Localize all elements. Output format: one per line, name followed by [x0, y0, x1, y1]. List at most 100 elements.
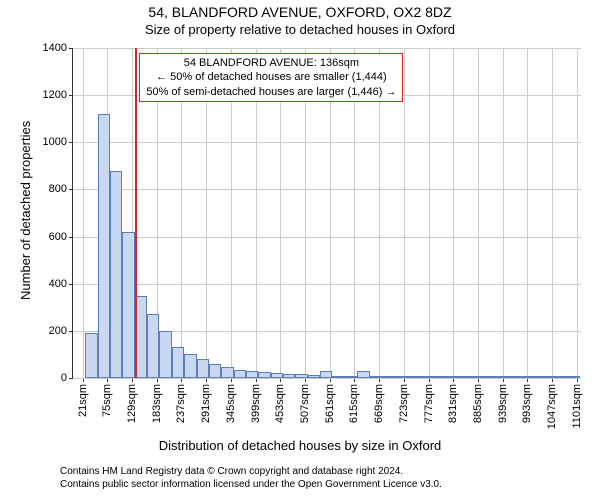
histogram-bar [518, 376, 530, 378]
x-tick-label: 453sqm [274, 384, 286, 423]
histogram-bar [456, 376, 468, 378]
histogram-bar [197, 359, 209, 378]
x-tick-label: 129sqm [126, 384, 138, 423]
histogram-bar [567, 376, 579, 378]
gridline-vertical [83, 48, 84, 378]
gridline-horizontal [73, 142, 581, 143]
y-tick-mark [69, 189, 73, 190]
histogram-bar [122, 232, 134, 378]
histogram-bar [481, 376, 493, 378]
gridline-horizontal [73, 189, 581, 190]
gridline-vertical [503, 48, 504, 378]
gridline-vertical [478, 48, 479, 378]
y-tick-mark [69, 331, 73, 332]
y-tick-label: 1400 [43, 42, 67, 54]
histogram-bar [308, 375, 320, 378]
chart-subtitle: Size of property relative to detached ho… [0, 22, 600, 37]
x-tick-label: 1047sqm [546, 384, 558, 429]
footer-text: Contains HM Land Registry data © Crown c… [60, 466, 442, 491]
y-tick-mark [69, 142, 73, 143]
histogram-bar [345, 376, 357, 378]
y-tick-label: 800 [49, 183, 67, 195]
histogram-bar [172, 347, 184, 378]
y-tick-mark [69, 284, 73, 285]
x-tick-label: 507sqm [299, 384, 311, 423]
x-tick-label: 183sqm [151, 384, 163, 423]
histogram-bar [184, 354, 196, 378]
histogram-bar [555, 376, 567, 378]
gridline-vertical [527, 48, 528, 378]
histogram-bar [505, 376, 517, 378]
y-tick-mark [69, 237, 73, 238]
histogram-bar [382, 376, 394, 378]
x-tick-label: 21sqm [77, 384, 89, 417]
histogram-bar [394, 376, 406, 378]
y-tick-mark [69, 378, 73, 379]
x-tick-label: 777sqm [423, 384, 435, 423]
footer-line-2: Contains public sector information licen… [60, 479, 442, 492]
histogram-bar [468, 376, 480, 378]
histogram-bar [370, 376, 382, 378]
histogram-bar [419, 376, 431, 378]
annotation-line-3: 50% of semi-detached houses are larger (… [146, 85, 396, 99]
y-tick-label: 200 [49, 325, 67, 337]
y-axis-label: Number of detached properties [18, 121, 33, 300]
x-tick-label: 291sqm [200, 384, 212, 423]
y-tick-label: 1200 [43, 89, 67, 101]
histogram-bar [320, 371, 332, 378]
x-tick-label: 561sqm [324, 384, 336, 423]
x-tick-label: 615sqm [348, 384, 360, 423]
gridline-horizontal [73, 237, 581, 238]
histogram-bar [221, 367, 233, 378]
histogram-bar [431, 376, 443, 378]
reference-line [135, 48, 137, 378]
histogram-bar [357, 371, 369, 378]
x-tick-label: 885sqm [472, 384, 484, 423]
histogram-bar [147, 314, 159, 378]
y-tick-label: 1000 [43, 136, 67, 148]
histogram-bar [159, 331, 171, 378]
histogram-bar [98, 114, 110, 378]
histogram-bar [543, 376, 555, 378]
gridline-vertical [404, 48, 405, 378]
histogram-bar [295, 374, 307, 378]
histogram-bar [85, 333, 97, 378]
histogram-bar [283, 374, 295, 378]
chart-title: 54, BLANDFORD AVENUE, OXFORD, OX2 8DZ [0, 4, 600, 20]
x-tick-label: 345sqm [225, 384, 237, 423]
x-axis-label: Distribution of detached houses by size … [0, 438, 600, 453]
y-tick-mark [69, 48, 73, 49]
histogram-bar [493, 376, 505, 378]
chart-container: 54, BLANDFORD AVENUE, OXFORD, OX2 8DZ Si… [0, 0, 600, 500]
gridline-vertical [453, 48, 454, 378]
annotation-box: 54 BLANDFORD AVENUE: 136sqm← 50% of deta… [139, 53, 403, 102]
histogram-bar [234, 370, 246, 378]
histogram-bar [258, 372, 270, 378]
histogram-bar [332, 376, 344, 378]
annotation-line-1: 54 BLANDFORD AVENUE: 136sqm [146, 56, 396, 70]
gridline-vertical [577, 48, 578, 378]
x-tick-label: 399sqm [250, 384, 262, 423]
y-tick-label: 400 [49, 278, 67, 290]
histogram-bar [444, 376, 456, 378]
y-tick-label: 600 [49, 231, 67, 243]
y-tick-mark [69, 95, 73, 96]
x-tick-label: 1101sqm [571, 384, 583, 428]
y-tick-label: 0 [61, 372, 67, 384]
x-tick-label: 669sqm [373, 384, 385, 423]
x-tick-label: 723sqm [398, 384, 410, 423]
histogram-bar [246, 371, 258, 378]
histogram-bar [110, 171, 122, 378]
annotation-line-2: ← 50% of detached houses are smaller (1,… [146, 70, 396, 84]
histogram-bar [407, 376, 419, 378]
gridline-vertical [552, 48, 553, 378]
plot-area: 21sqm75sqm129sqm183sqm237sqm291sqm345sqm… [72, 48, 581, 379]
gridline-horizontal [73, 378, 581, 379]
histogram-bar [271, 373, 283, 378]
gridline-horizontal [73, 48, 581, 49]
histogram-bar [530, 376, 542, 378]
footer-line-1: Contains HM Land Registry data © Crown c… [60, 466, 442, 479]
gridline-horizontal [73, 284, 581, 285]
x-tick-label: 939sqm [497, 384, 509, 423]
x-tick-label: 831sqm [447, 384, 459, 423]
